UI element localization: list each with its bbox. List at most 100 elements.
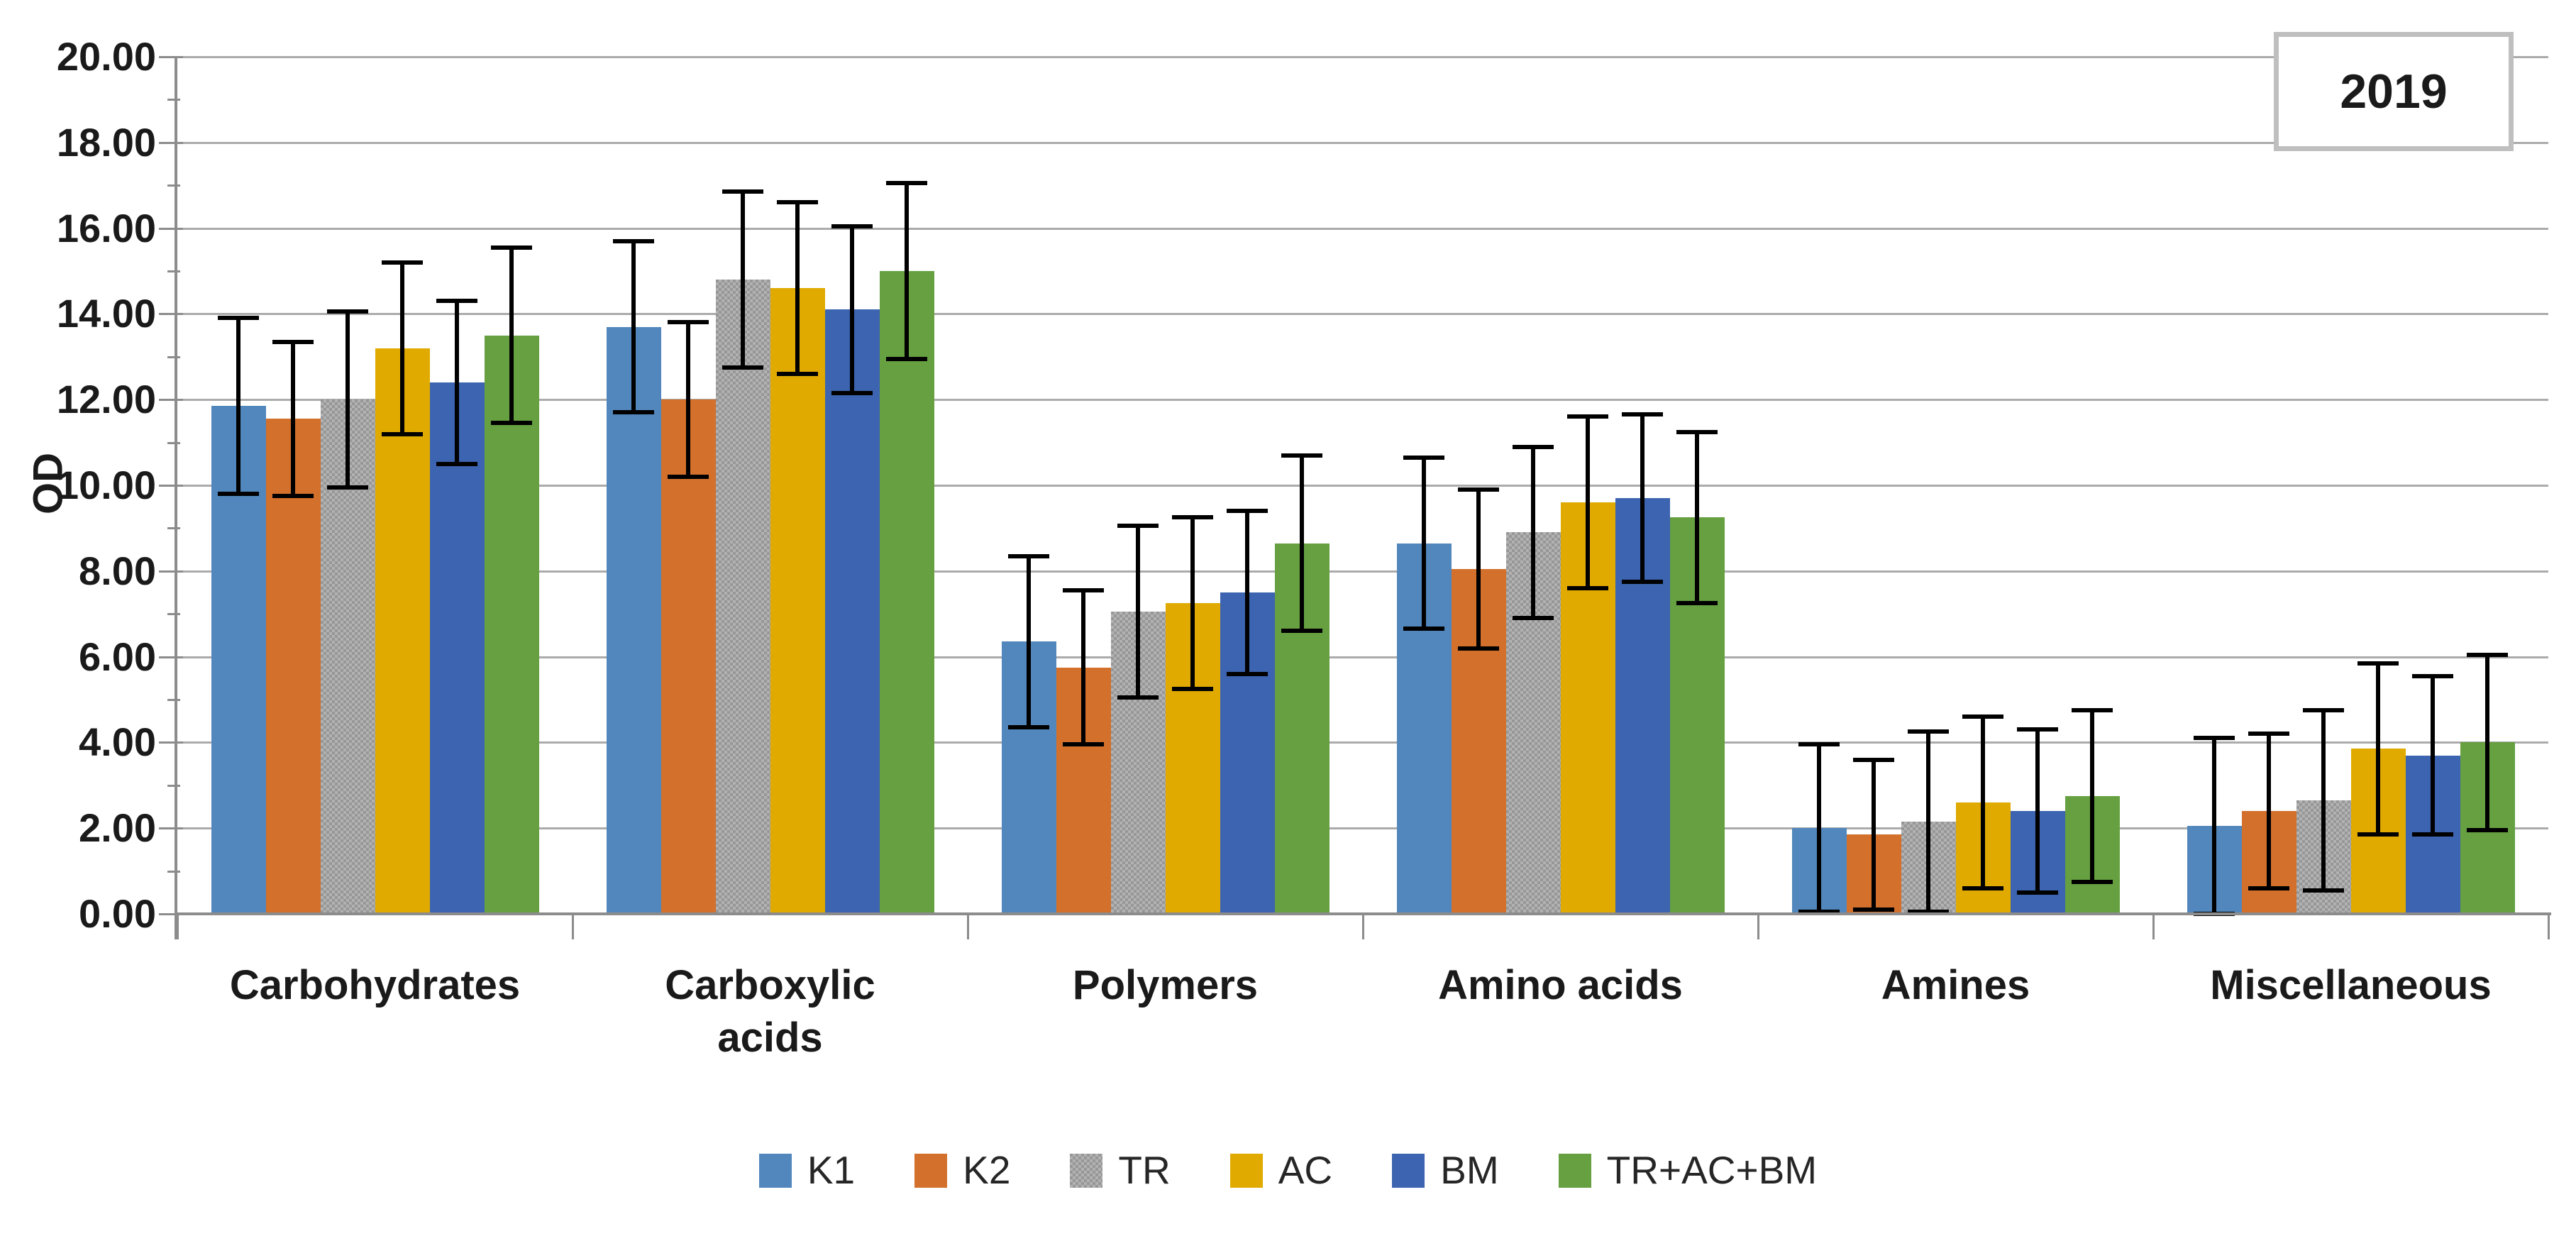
error-bar-cap-bottom (1063, 742, 1104, 747)
error-bar (631, 241, 636, 413)
error-bar (2376, 663, 2380, 835)
y-tick-label: 16.00 (56, 205, 156, 250)
error-bar (1300, 455, 1304, 631)
error-bar-cap-bottom (1117, 695, 1159, 700)
error-bar (400, 262, 404, 434)
legend-swatch-TR (1070, 1153, 1103, 1188)
bar-AC (375, 348, 430, 914)
bar-AC (770, 288, 825, 914)
error-bar-cap-top (2072, 708, 2113, 713)
legend-label-BM: BM (1440, 1148, 1499, 1192)
y-axis-major-tick (159, 485, 183, 487)
error-bar (2431, 675, 2435, 835)
x-axis-tick (2548, 914, 2550, 939)
error-bar-cap-top (1008, 553, 1049, 558)
error-bar-cap-top (1798, 742, 1840, 747)
error-bar-cap-bottom (327, 485, 368, 490)
error-bar-cap-bottom (613, 410, 654, 415)
error-bar-cap-top (272, 339, 314, 344)
gridline (177, 56, 2548, 58)
gridline (177, 827, 2548, 830)
x-axis-tick (177, 914, 179, 939)
year-annotation-label: 2019 (2340, 65, 2448, 118)
error-bar-cap-bottom (2303, 888, 2344, 893)
bar-TR+AC+BM (484, 335, 539, 914)
bar-BM (824, 309, 880, 914)
error-bar-cap-top (1117, 524, 1159, 529)
error-bar (1817, 744, 1821, 912)
bar-TR+AC+BM (879, 271, 934, 914)
error-bar (2485, 654, 2489, 831)
bar-K1 (606, 326, 661, 914)
error-bar-cap-top (1853, 757, 1894, 762)
y-tick-label: 0.00 (79, 891, 156, 936)
error-bar-cap-top (722, 189, 763, 194)
error-bar-cap-top (613, 238, 654, 243)
error-bar-cap-bottom (382, 431, 423, 436)
error-bar-cap-top (327, 309, 368, 314)
error-bar-cap-bottom (1403, 627, 1444, 631)
error-bar-cap-bottom (2467, 828, 2508, 833)
error-bar-cap-top (491, 245, 532, 250)
error-bar-cap-top (1172, 515, 1213, 520)
error-bar-cap-bottom (1962, 885, 2003, 890)
error-bar (291, 341, 295, 497)
category-label: Polymers (1072, 962, 1259, 1008)
error-bar-cap-top (2194, 736, 2235, 741)
error-bar-cap-bottom (722, 365, 763, 370)
error-bar (2035, 729, 2040, 893)
error-bar-cap-top (831, 224, 873, 228)
error-bar-cap-top (436, 299, 477, 304)
year-annotation-box: 2019 (2274, 32, 2514, 151)
error-bar-cap-bottom (1622, 579, 1663, 584)
error-bar-cap-top (2248, 732, 2289, 736)
y-axis-minor-tick (167, 184, 180, 187)
legend-item-AC: AC (1229, 1151, 1332, 1190)
y-tick-label: 6.00 (79, 634, 156, 679)
error-bar-cap-bottom (886, 356, 927, 361)
error-bar-cap-top (2412, 673, 2453, 678)
gridline (177, 741, 2548, 744)
error-bar (2267, 734, 2271, 888)
gridline (177, 656, 2548, 658)
x-axis-tick (572, 914, 574, 939)
y-axis-major-tick (159, 56, 183, 58)
legend-item-TR+AC+BM: TR+AC+BM (1558, 1148, 1818, 1192)
error-bar-cap-top (2303, 708, 2344, 713)
error-bar (1981, 717, 1985, 888)
x-axis-tick (1757, 914, 1759, 939)
error-bar-cap-top (382, 260, 423, 265)
error-bar-cap-bottom (436, 461, 477, 466)
legend-label-TR+AC+BM: TR+AC+BM (1606, 1148, 1818, 1192)
error-bar-cap-bottom (2412, 832, 2453, 837)
y-tick-label: 14.00 (56, 291, 156, 336)
error-bar-cap-top (1676, 429, 1718, 434)
legend-label-TR: TR (1118, 1148, 1171, 1192)
error-bar-cap-bottom (831, 391, 873, 396)
gridline (177, 227, 2548, 230)
y-axis-minor-tick (167, 355, 180, 358)
error-bar-cap-bottom (777, 371, 818, 376)
y-axis-major-tick (159, 741, 183, 744)
error-bar-cap-bottom (1676, 601, 1718, 606)
error-bar-cap-bottom (491, 421, 532, 426)
bar-K2 (660, 399, 716, 914)
error-bar (1136, 526, 1140, 697)
gridline (177, 399, 2548, 402)
error-bar (2090, 710, 2094, 882)
x-axis-tick (1362, 914, 1364, 939)
error-bar-cap-bottom (1458, 646, 1499, 651)
y-axis-minor-tick (167, 870, 180, 873)
error-bar-cap-top (886, 181, 927, 186)
y-axis-minor-tick (167, 699, 180, 701)
gridline (177, 141, 2548, 144)
y-axis-minor-tick (167, 441, 180, 444)
y-axis-major-tick (159, 313, 183, 316)
y-tick-label: 18.00 (56, 119, 156, 165)
error-bar-cap-bottom (1008, 725, 1049, 730)
y-axis-minor-tick (167, 784, 180, 787)
bar-K2 (265, 419, 321, 914)
legend-label-K2: K2 (963, 1148, 1011, 1192)
error-bar-cap-bottom (1227, 671, 1268, 676)
x-axis-tick (2152, 914, 2155, 939)
